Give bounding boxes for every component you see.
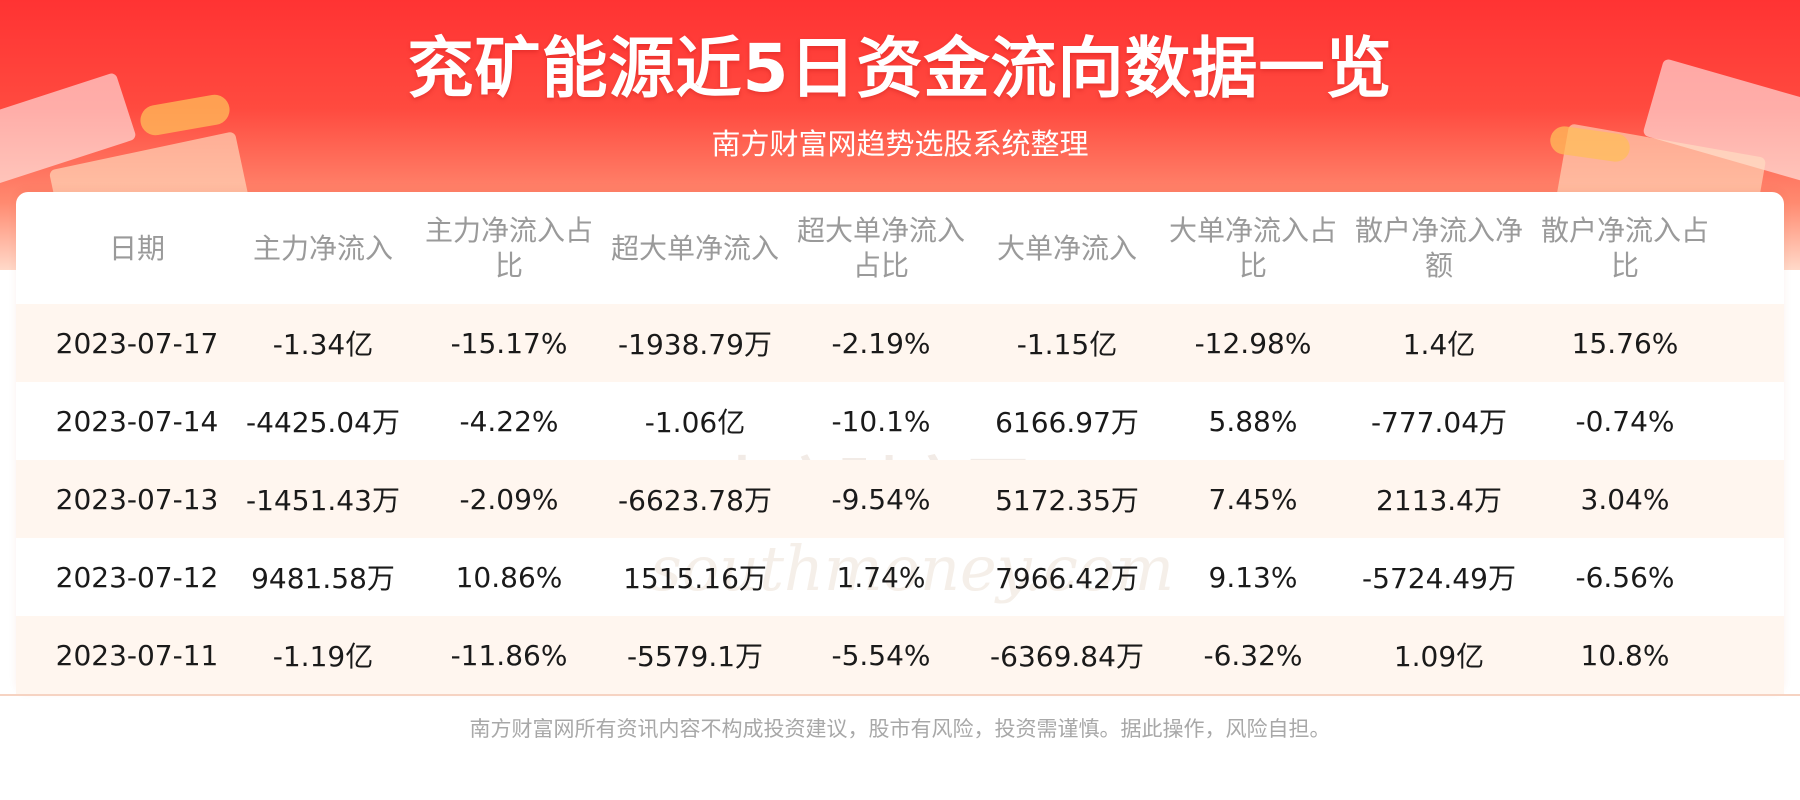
column-header: 超大单净流入占比 xyxy=(796,214,965,282)
value-cell: -1.34亿 xyxy=(272,328,374,361)
footer-disclaimer: 南方财富网所有资讯内容不构成投资建议，股市有风险，投资需谨慎。据此操作，风险自担… xyxy=(469,717,1331,741)
value-cell: -10.1% xyxy=(831,404,931,438)
footer-divider xyxy=(0,694,1800,696)
value-cell: -777.04万 xyxy=(1370,406,1508,439)
date-cell: 2023-07-17 xyxy=(55,326,219,360)
value-cell: -1.06亿 xyxy=(644,406,746,439)
value-cell: -6623.78万 xyxy=(618,484,772,517)
value-cell: -6369.84万 xyxy=(990,640,1144,673)
value-cell: -1938.79万 xyxy=(618,328,772,361)
column-header: 散户净流入占比 xyxy=(1540,214,1709,282)
value-cell: -4425.04万 xyxy=(246,406,400,439)
value-cell: 1515.16万 xyxy=(623,562,767,595)
value-cell: -9.54% xyxy=(831,482,931,516)
value-cell: -0.74% xyxy=(1575,404,1675,438)
value-cell: 5172.35万 xyxy=(995,484,1139,517)
page-title: 兖矿能源近5日资金流向数据一览 xyxy=(407,30,1393,107)
value-cell: -4.22% xyxy=(459,404,559,438)
table-row: 2023-07-11 -1.19亿 -11.86% -5579.1万 -5.54% -63… xyxy=(16,616,1784,694)
value-cell: -15.17% xyxy=(450,326,568,360)
column-header: 散户净流入净额 xyxy=(1354,214,1523,282)
date-cell: 2023-07-11 xyxy=(55,638,219,672)
fund-flow-table: 日期 主力净流入 主力净流入占比 超大单净流入 超大单净流入占比 大单净流入 大单净流入占比… xyxy=(16,192,1784,694)
value-cell: 1.09亿 xyxy=(1393,640,1485,673)
table-body: 2023-07-17 -1.34亿 -15.17% -1938.79万 -2.19% -1… xyxy=(16,304,1784,694)
value-cell: 1.74% xyxy=(836,560,926,594)
table-row: 2023-07-13 -1451.43万 -2.09% -6623.78万 -9.54%… xyxy=(16,460,1784,538)
page-subtitle: 南方财富网趋势选股系统整理 xyxy=(711,127,1089,161)
value-cell: -5579.1万 xyxy=(626,640,764,673)
column-header: 超大单净流入 xyxy=(610,231,779,265)
value-cell: 7.45% xyxy=(1208,482,1298,516)
value-cell: 15.76% xyxy=(1571,326,1679,360)
value-cell: -2.09% xyxy=(459,482,559,516)
column-header: 大单净流入占比 xyxy=(1168,214,1337,282)
table-row: 2023-07-12 9481.58万 10.86% 1515.16万 1.74% 796… xyxy=(16,538,1784,616)
date-cell: 2023-07-13 xyxy=(55,482,219,516)
value-cell: 5.88% xyxy=(1208,404,1298,438)
date-cell: 2023-07-12 xyxy=(55,560,219,594)
column-header: 主力净流入 xyxy=(252,231,393,265)
value-cell: -1.15亿 xyxy=(1016,328,1118,361)
value-cell: -6.32% xyxy=(1203,638,1303,672)
table-header-row: 日期 主力净流入 主力净流入占比 超大单净流入 超大单净流入占比 大单净流入 大单净流入占比… xyxy=(16,192,1784,304)
value-cell: -2.19% xyxy=(831,326,931,360)
value-cell: 9481.58万 xyxy=(251,562,395,595)
value-cell: 9.13% xyxy=(1208,560,1298,594)
value-cell: -6.56% xyxy=(1575,560,1675,594)
value-cell: 2113.4万 xyxy=(1376,484,1502,517)
table-row: 2023-07-14 -4425.04万 -4.22% -1.06亿 -10.1% 616… xyxy=(16,382,1784,460)
value-cell: 6166.97万 xyxy=(995,406,1139,439)
column-header: 大单净流入 xyxy=(996,231,1137,265)
column-header: 主力净流入占比 xyxy=(424,214,593,282)
date-cell: 2023-07-14 xyxy=(55,404,219,438)
value-cell: 10.86% xyxy=(455,560,563,594)
column-header: 日期 xyxy=(108,231,165,265)
value-cell: -12.98% xyxy=(1194,326,1312,360)
value-cell: -5.54% xyxy=(831,638,931,672)
value-cell: -1451.43万 xyxy=(246,484,400,517)
table-row: 2023-07-17 -1.34亿 -15.17% -1938.79万 -2.19% -1… xyxy=(16,304,1784,382)
value-cell: -11.86% xyxy=(450,638,568,672)
value-cell: -1.19亿 xyxy=(272,640,374,673)
value-cell: 1.4亿 xyxy=(1402,328,1476,361)
value-cell: -5724.49万 xyxy=(1362,562,1516,595)
value-cell: 10.8% xyxy=(1580,638,1670,672)
value-cell: 7966.42万 xyxy=(995,562,1139,595)
table-card xyxy=(16,192,1784,695)
value-cell: 3.04% xyxy=(1580,482,1670,516)
